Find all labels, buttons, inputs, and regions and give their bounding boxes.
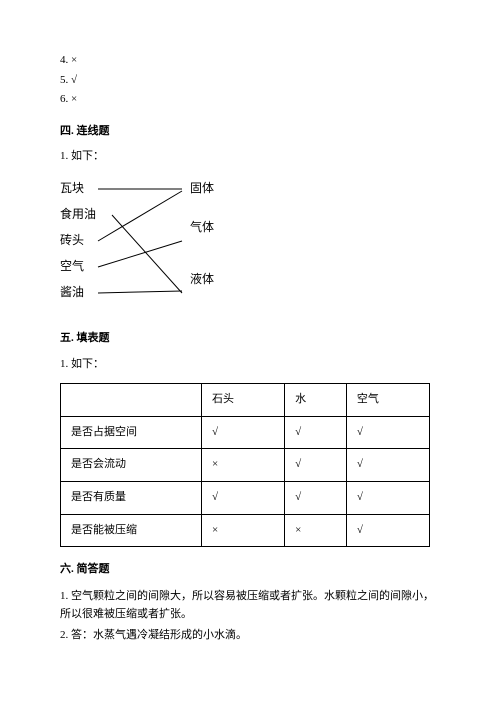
table-row: 是否能被压缩 × × √ [61, 514, 430, 547]
match-line [98, 291, 182, 293]
short-answer-text: 1. 空气颗粒之间的间隙大，所以容易被压缩或者扩张。水颗粒之间的间隙小，所以很难… [60, 587, 440, 624]
table-row-label: 是否能被压缩 [61, 514, 202, 547]
table-row-label: 是否占据空间 [61, 416, 202, 449]
prev-answer-line: 6. × [60, 91, 440, 109]
table-cell: √ [202, 416, 285, 449]
mark: √ [71, 74, 77, 86]
table-header-cell [61, 384, 202, 417]
fill-table: 石头 水 空气 是否占据空间 √ √ √ 是否会流动 × √ √ 是否有质量 √… [60, 383, 430, 547]
mark: × [71, 93, 77, 105]
table-cell: × [285, 514, 347, 547]
table-row-label: 是否会流动 [61, 449, 202, 482]
table-header-row: 石头 水 空气 [61, 384, 430, 417]
section-title-filltable: 五. 填表题 [60, 330, 440, 348]
num: 6. [60, 93, 68, 105]
match-line [98, 241, 182, 267]
filltable-prompt: 1. 如下： [60, 356, 440, 374]
match-right-item: 气体 [190, 202, 214, 254]
table-cell: √ [346, 481, 429, 514]
match-left-item: 瓦块 [60, 176, 96, 202]
table-cell: × [202, 514, 285, 547]
mark: × [71, 54, 77, 66]
table-cell: √ [285, 449, 347, 482]
num: 5. [60, 74, 68, 86]
match-left-item: 砖头 [60, 228, 96, 254]
prev-answer-line: 5. √ [60, 72, 440, 90]
table-header-cell: 水 [285, 384, 347, 417]
table-row: 是否会流动 × √ √ [61, 449, 430, 482]
table-cell: √ [346, 514, 429, 547]
table-cell: √ [202, 481, 285, 514]
num: 4. [60, 54, 68, 66]
table-cell: √ [285, 416, 347, 449]
table-row-label: 是否有质量 [61, 481, 202, 514]
table-row: 是否占据空间 √ √ √ [61, 416, 430, 449]
table-cell: × [202, 449, 285, 482]
match-line [98, 191, 182, 241]
matching-prompt: 1. 如下： [60, 148, 440, 166]
matching-diagram: 瓦块 食用油 砖头 空气 酱油 固体 气体 液体 [60, 176, 260, 316]
match-left-item: 食用油 [60, 202, 96, 228]
section-title-shortanswer: 六. 简答题 [60, 561, 440, 579]
table-cell: √ [346, 416, 429, 449]
section-title-matching: 四. 连线题 [60, 123, 440, 141]
match-right-item: 固体 [190, 176, 214, 202]
short-answer-text: 2. 答：水蒸气遇冷凝结形成的小水滴。 [60, 626, 440, 645]
prev-answer-line: 4. × [60, 52, 440, 70]
table-header-cell: 空气 [346, 384, 429, 417]
match-right-item: 液体 [190, 254, 214, 306]
table-cell: √ [285, 481, 347, 514]
table-row: 是否有质量 √ √ √ [61, 481, 430, 514]
table-cell: √ [346, 449, 429, 482]
match-left-item: 空气 [60, 254, 96, 280]
table-header-cell: 石头 [202, 384, 285, 417]
match-left-item: 酱油 [60, 280, 96, 306]
